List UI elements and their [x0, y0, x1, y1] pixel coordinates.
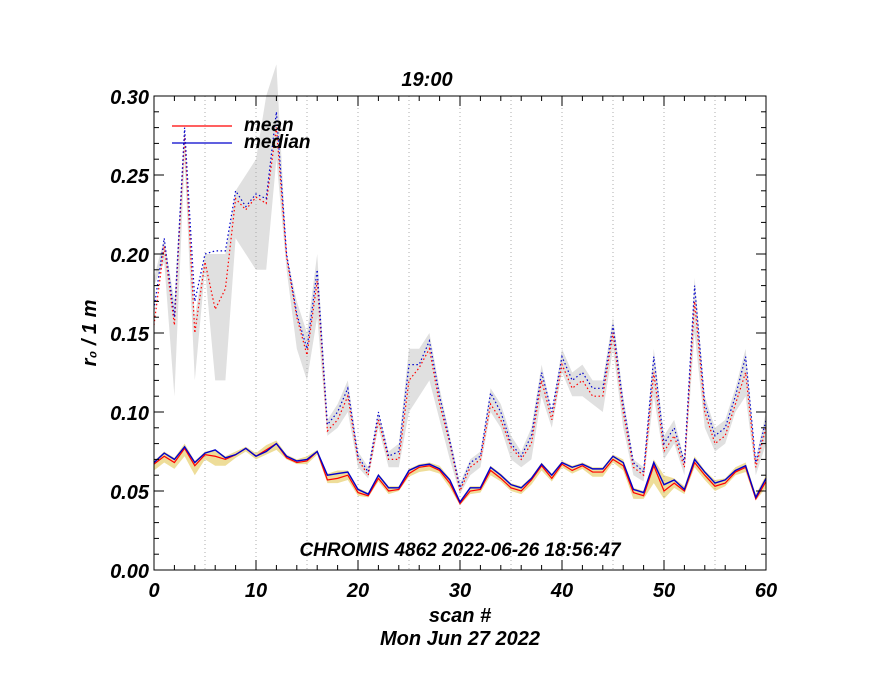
x-tick-label: 10: [245, 580, 267, 602]
series-lines: [153, 111, 767, 505]
legend: mean median: [172, 115, 311, 153]
axis-ticks: 0 10 20 30 40 50 60 0.00 0.05 0.10 0.15 0.20 0.25 0.3…: [110, 87, 777, 602]
x-tick-label: 50: [653, 580, 675, 602]
x-tick-label: 0: [148, 580, 159, 602]
series-lower-median-solid: [153, 442, 767, 504]
series-upper-mean-dotted: [153, 127, 767, 493]
y-axis-label: r₀ / 1 m: [79, 300, 101, 367]
series-upper-median-dotted: [153, 111, 767, 490]
y-tick-label: 0.00: [110, 561, 149, 583]
legend-mean-label: mean: [244, 115, 294, 136]
y-tick-label: 0.10: [110, 403, 149, 425]
date-label: Mon Jun 27 2022: [380, 628, 540, 650]
x-tick-label: 40: [550, 580, 573, 602]
y-tick-label: 0.20: [110, 245, 149, 267]
x-tick-label: 30: [449, 580, 471, 602]
x-tick-label: 60: [755, 580, 777, 602]
legend-median-label: median: [244, 132, 311, 153]
x-tick-label: 20: [346, 580, 369, 602]
chart-annotation: CHROMIS 4862 2022-06-26 18:56:47: [299, 540, 622, 561]
y-tick-label: 0.05: [110, 482, 150, 504]
chart-title: 19:00: [401, 69, 452, 91]
y-tick-label: 0.25: [110, 166, 150, 188]
y-tick-label: 0.30: [110, 87, 149, 109]
y-tick-label: 0.15: [110, 324, 150, 346]
x-axis-label: scan #: [429, 605, 492, 627]
